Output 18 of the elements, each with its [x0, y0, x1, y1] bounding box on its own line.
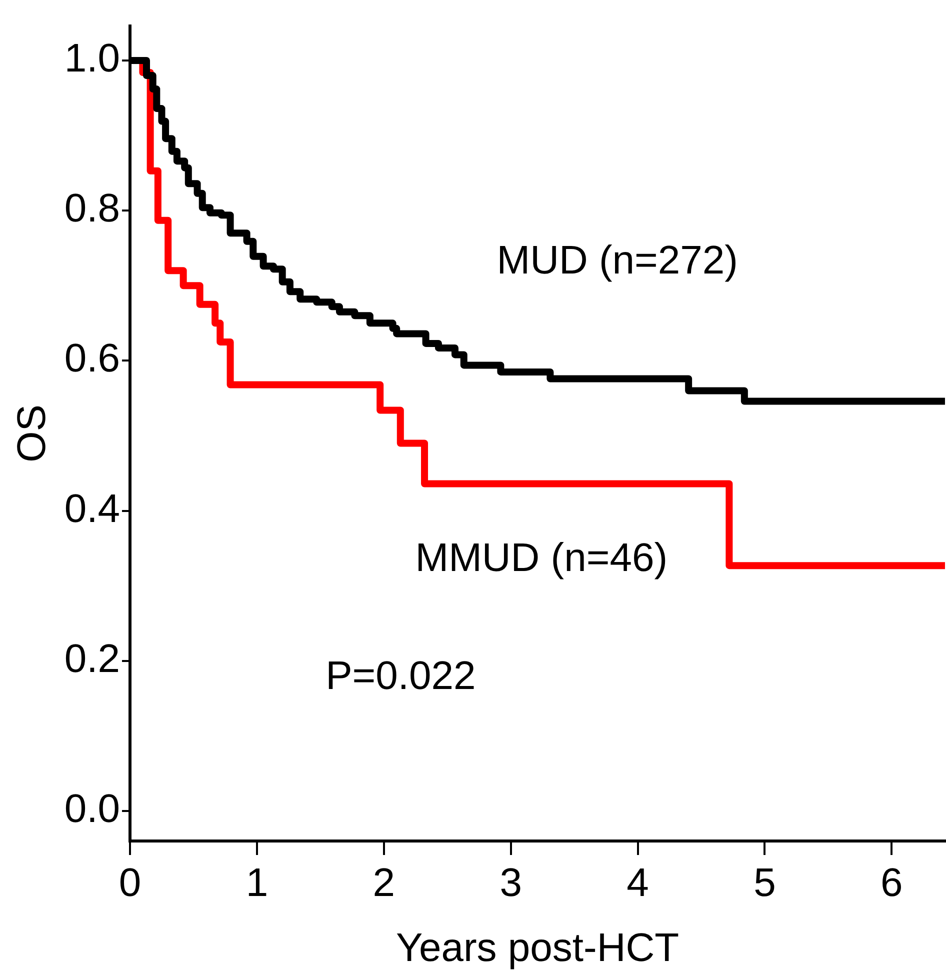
x-tick-label: 1	[246, 861, 268, 906]
y-tick-label: 0.0	[64, 787, 120, 832]
annotation: P=0.022	[326, 654, 476, 698]
y-tick-label: 0.8	[64, 186, 120, 231]
y-tick-label: 1.0	[64, 36, 120, 81]
series-label: MMUD (n=46)	[415, 536, 668, 580]
series-label: MUD (n=272)	[496, 238, 738, 282]
x-tick-label: 0	[118, 861, 142, 906]
y-tick-label: 0.2	[64, 636, 120, 681]
x-axis-title: Years post-HCT	[396, 926, 680, 970]
y-tick-label: 0.6	[64, 336, 120, 381]
y-axis-title: OS	[10, 404, 54, 462]
x-tick-label: 3	[500, 861, 522, 906]
y-tick-label: 0.4	[64, 486, 120, 531]
x-tick-label: 5	[754, 861, 776, 906]
x-tick-label: 6	[880, 861, 903, 906]
x-tick-label: 4	[626, 861, 649, 906]
x-tick-label: 2	[372, 861, 396, 906]
